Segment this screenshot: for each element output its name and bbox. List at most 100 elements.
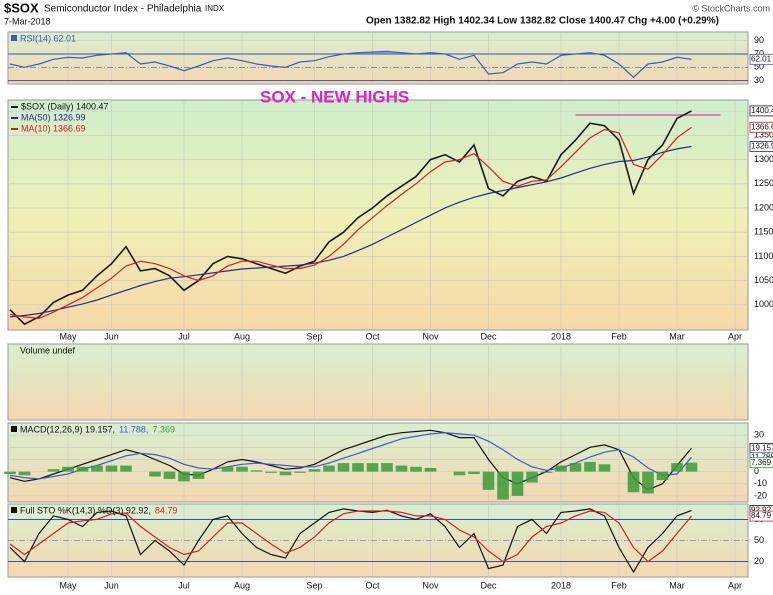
- x-tick-label: Aug: [234, 580, 250, 590]
- x-tick-label: Sep: [306, 331, 322, 341]
- y-tick-label: 90: [754, 35, 764, 45]
- histogram-bar: [221, 466, 234, 472]
- y-tick-label: -20: [754, 490, 767, 500]
- value-tag: 7.369: [751, 458, 772, 467]
- histogram-bar: [62, 466, 74, 472]
- x-tick-label: May: [59, 580, 77, 590]
- x-tick-label: Oct: [365, 331, 380, 341]
- histogram-bar: [4, 471, 16, 475]
- panel: [7, 422, 749, 503]
- x-tick-label: Apr: [728, 580, 742, 590]
- histogram-bar: [47, 469, 60, 472]
- y-tick-label: 1200: [754, 202, 773, 212]
- value-tag: 19.157: [751, 443, 773, 452]
- histogram-bar: [18, 471, 31, 476]
- histogram-bar: [308, 469, 321, 472]
- series-line: [9, 508, 692, 574]
- panel: [7, 99, 749, 331]
- legend-label: 11.788,: [119, 424, 148, 434]
- legend-label: MA(10) 1366.69: [21, 123, 86, 133]
- histogram-bar: [236, 466, 248, 472]
- x-tick-label: Nov: [422, 580, 439, 590]
- x-tick-label: Jul: [178, 580, 190, 590]
- y-tick-label: 1350: [754, 130, 773, 140]
- histogram-bar: [250, 470, 263, 472]
- legend-label: MACD(12,26,9) 19.157,: [20, 424, 115, 434]
- x-tick-label: Jun: [104, 580, 119, 590]
- y-tick-label: 1100: [754, 251, 773, 261]
- y-tick-label: 70: [754, 48, 764, 58]
- histogram-bar: [178, 471, 190, 482]
- x-tick-label: 2018: [551, 580, 571, 590]
- x-tick-label: Feb: [611, 580, 627, 590]
- panel: [7, 343, 749, 421]
- legend-swatch: [11, 35, 17, 41]
- quote: Open 1382.82 High 1402.34 Low 1382.82 Cl…: [366, 16, 719, 27]
- y-tick-label: 50: [754, 62, 764, 72]
- value-tag: 11.788: [751, 452, 773, 461]
- legend-label: Full STO %K(14,3) %D(3) 92.92,: [20, 505, 151, 515]
- series-line: [9, 126, 692, 320]
- x-tick-label: Nov: [422, 331, 439, 341]
- value-tag: 84.79: [751, 511, 772, 520]
- y-tick-label: -10: [754, 478, 767, 488]
- series-line: [9, 510, 692, 563]
- x-tick-label: Jun: [104, 331, 119, 341]
- y-tick-label: 1050: [754, 275, 773, 285]
- histogram-bar: [265, 471, 277, 473]
- legend-swatch: [11, 426, 17, 432]
- y-tick-label: 30: [754, 75, 764, 85]
- series-line: [9, 50, 692, 79]
- histogram-bar: [555, 465, 567, 472]
- x-tick-label: Dec: [480, 331, 497, 341]
- y-tick-label: 1300: [754, 154, 773, 164]
- histogram-bar: [192, 471, 205, 479]
- legend-label: MA(50) 1326.99: [21, 112, 86, 122]
- legend-label: $SOX (Daily) 1400.47: [21, 101, 109, 111]
- symbol: $SOX: [4, 0, 39, 15]
- y-tick-label: 20: [754, 556, 764, 566]
- histogram-bar: [381, 463, 393, 472]
- histogram-bar: [540, 471, 553, 473]
- histogram-bar: [76, 466, 89, 472]
- histogram-bar: [120, 465, 132, 472]
- x-tick-label: Oct: [365, 580, 380, 590]
- value-tag: 1326.99: [751, 142, 773, 151]
- legend-label: 84.79: [155, 505, 178, 515]
- y-tick-label: 50: [754, 535, 764, 545]
- histogram-bar: [395, 465, 408, 472]
- histogram-bar: [337, 463, 350, 472]
- legend-label: RSI(14) 62.01: [20, 33, 76, 43]
- histogram-bar: [584, 461, 596, 472]
- x-tick-label: Apr: [728, 331, 742, 341]
- histogram-bar: [482, 471, 495, 490]
- histogram-bar: [163, 471, 176, 479]
- histogram-bar: [294, 471, 306, 473]
- series-line: [9, 145, 692, 318]
- value-tag-box: [749, 457, 773, 469]
- value-tag: 92.92: [751, 505, 772, 514]
- x-tick-label: May: [59, 331, 77, 341]
- x-tick-label: Mar: [669, 331, 685, 341]
- value-tag: 1400.47: [751, 106, 773, 115]
- y-tick-label: 1250: [754, 178, 773, 188]
- histogram-bar: [91, 465, 103, 472]
- value-tag: 62.01: [751, 54, 772, 63]
- value-tag-box: [749, 53, 773, 65]
- y-tick-label: 1150: [754, 227, 773, 237]
- histogram-bar: [323, 465, 335, 472]
- annotation: SOX - NEW HIGHS: [260, 87, 409, 106]
- legend-label: 7.369: [152, 424, 175, 434]
- x-tick-label: Aug: [234, 331, 250, 341]
- x-tick-label: 2018: [551, 331, 571, 341]
- histogram-bar: [453, 471, 466, 476]
- histogram-bar: [279, 471, 292, 476]
- panel-title: Volume undef: [20, 345, 76, 355]
- copyright: © StockCharts.com: [692, 3, 770, 13]
- histogram-bar: [352, 463, 364, 472]
- x-tick-label: Mar: [669, 580, 685, 590]
- series-line: [9, 110, 692, 326]
- histogram-bar: [468, 471, 480, 475]
